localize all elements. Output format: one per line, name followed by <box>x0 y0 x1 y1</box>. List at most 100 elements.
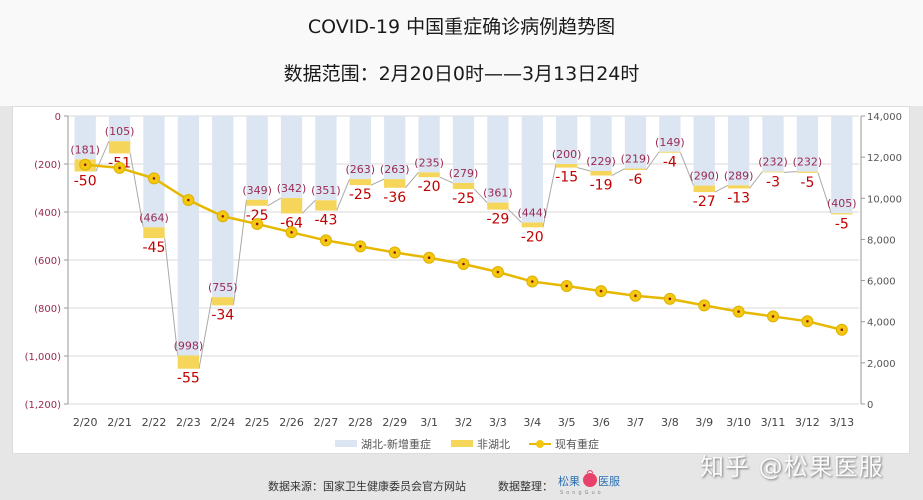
right-axis-tick: 0 <box>867 400 873 411</box>
non-hubei-label: -6 <box>628 172 642 188</box>
legend-non-hubei-swatch <box>451 440 473 447</box>
non-hubei-label: -15 <box>555 170 578 186</box>
right-axis-tick: 6,000 <box>867 277 896 288</box>
right-axis-tick: 10,000 <box>867 194 902 205</box>
hubei-label: (263) <box>380 163 410 176</box>
x-axis-tick: 2/26 <box>279 416 304 429</box>
hubei-label: (755) <box>208 281 238 294</box>
hubei-label: (149) <box>655 136 685 149</box>
non-hubei-bar <box>280 198 303 214</box>
non-hubei-label: -19 <box>590 178 613 194</box>
legend-non-hubei-label: 非湖北 <box>477 438 510 451</box>
x-axis-tick: 3/13 <box>829 416 854 429</box>
non-hubei-bar <box>556 164 578 168</box>
connector-line <box>129 153 144 228</box>
connector-line <box>301 199 316 214</box>
connector-line <box>611 168 626 176</box>
non-hubei-label: -36 <box>383 190 406 206</box>
hubei-bar <box>727 116 750 186</box>
legend-hubei-swatch <box>335 440 357 447</box>
non-hubei-label: -43 <box>314 213 337 229</box>
left-axis-tick: (1,000) <box>25 352 62 363</box>
left-axis-tick: (400) <box>34 208 61 219</box>
data-source: 数据来源：国家卫生健康委员会官方网站 <box>268 480 466 493</box>
right-axis-tick: 12,000 <box>867 153 902 164</box>
hubei-label: (351) <box>311 184 341 197</box>
x-axis-tick: 2/27 <box>314 416 339 429</box>
connector-line <box>542 163 557 228</box>
non-hubei-label: -5 <box>800 175 814 191</box>
hubei-bar <box>590 116 612 171</box>
hubei-bar <box>693 116 715 186</box>
hubei-bar <box>212 116 234 298</box>
hubei-bar <box>384 116 406 180</box>
right-axis-tick: 4,000 <box>867 318 896 329</box>
chart-subtitle: 数据范围：2月20日0时——3月13日24时 <box>283 63 640 85</box>
non-hubei-label: -25 <box>452 191 475 207</box>
non-hubei-label: -27 <box>693 194 716 210</box>
hubei-bar <box>349 116 371 180</box>
non-hubei-label: -29 <box>486 212 509 228</box>
connector-line <box>164 238 179 356</box>
x-axis-tick: 3/12 <box>795 416 820 429</box>
non-hubei-bar <box>418 172 440 178</box>
non-hubei-bar <box>659 151 681 153</box>
hubei-label: (105) <box>105 125 135 138</box>
non-hubei-bar <box>452 182 475 189</box>
right-axis-tick: 14,000 <box>867 112 902 123</box>
hubei-bar <box>521 116 543 223</box>
connector-line <box>267 197 282 207</box>
logo-text-left: 松果 <box>558 474 580 488</box>
x-axis-tick: 3/2 <box>455 416 473 429</box>
hubei-label: (181) <box>70 143 100 156</box>
left-axis-tick: (1,200) <box>25 400 62 411</box>
non-hubei-bar <box>143 227 165 239</box>
hubei-label: (361) <box>483 187 513 200</box>
hubei-bar <box>177 116 200 356</box>
hubei-label: (229) <box>586 155 616 168</box>
connector-line <box>439 176 454 184</box>
hubei-bar <box>624 116 647 169</box>
non-hubei-bar <box>693 185 715 193</box>
non-hubei-bar <box>212 297 234 306</box>
hubei-bar <box>246 116 268 200</box>
x-axis-tick: 3/7 <box>627 416 645 429</box>
x-axis-tick: 3/6 <box>592 416 610 429</box>
x-axis-tick: 3/4 <box>523 416 541 429</box>
connector-line <box>336 178 351 211</box>
x-axis-tick: 3/5 <box>558 416 576 429</box>
hubei-label: (219) <box>621 153 651 166</box>
x-axis-tick: 3/1 <box>420 416 438 429</box>
left-axis-tick: (600) <box>34 256 61 267</box>
hubei-label: (405) <box>827 197 857 210</box>
x-axis-tick: 3/8 <box>661 416 679 429</box>
connector-line <box>370 178 385 186</box>
non-hubei-bar <box>384 179 406 188</box>
non-hubei-label: -45 <box>143 240 166 256</box>
right-axis-tick: 8,000 <box>867 235 896 246</box>
non-hubei-label: -20 <box>521 229 544 245</box>
hubei-label: (200) <box>552 148 582 161</box>
hubei-label: (232) <box>758 156 788 169</box>
connector-line <box>232 199 247 306</box>
connector-line <box>473 188 488 203</box>
connector-line <box>817 172 832 214</box>
non-hubei-bar <box>246 199 268 206</box>
non-hubei-bar <box>624 168 647 170</box>
header: COVID-19 中国重症确诊病例趋势图 数据范围：2月20日0时——3月13日… <box>0 0 923 106</box>
legend-hubei-label: 湖北-新增重症 <box>361 437 431 451</box>
non-hubei-bar <box>108 141 131 154</box>
watermark: 知乎 @松果医服 <box>700 453 884 481</box>
hubei-bar <box>280 116 303 199</box>
left-axis-tick: (800) <box>34 304 61 315</box>
x-axis-tick: 2/28 <box>348 416 373 429</box>
chart-card: 0 (200) (400) (600) (800) (1,000) (1,200) 14,00… <box>12 106 910 454</box>
non-hubei-bar <box>727 185 750 189</box>
non-hubei-label: -5 <box>835 216 849 232</box>
hubei-bar <box>108 116 131 142</box>
x-axis-tick: 2/24 <box>210 416 235 429</box>
connector-line <box>645 151 660 171</box>
left-axis-tick: (200) <box>34 160 61 171</box>
x-axis-tick: 3/11 <box>761 416 786 429</box>
non-hubei-label: -25 <box>246 208 269 224</box>
